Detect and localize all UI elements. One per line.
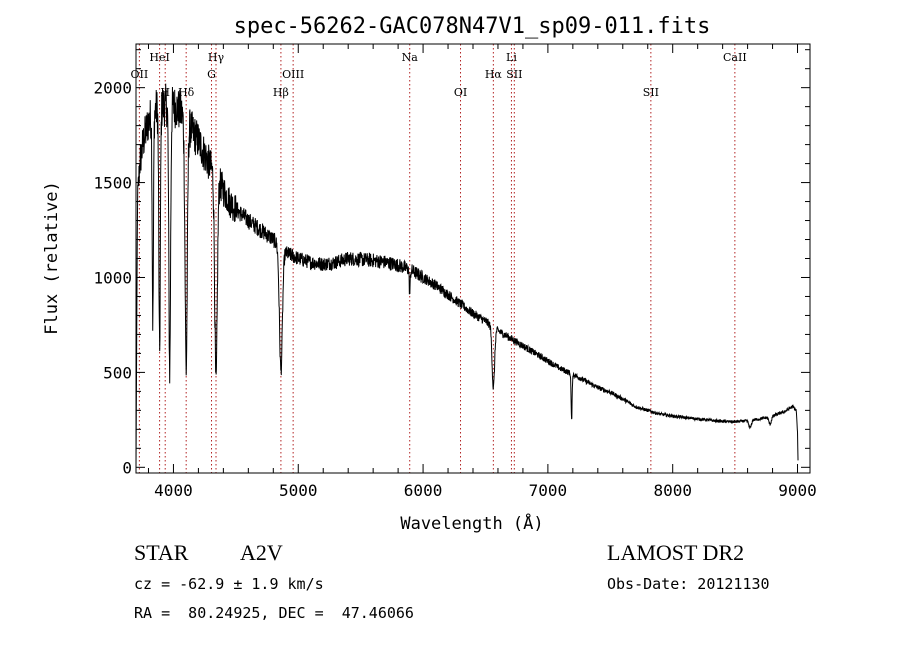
obs-date: Obs-Date: 20121130 xyxy=(607,575,770,593)
line-marker-label: Li xyxy=(506,51,517,64)
x-tick-label: 6000 xyxy=(404,481,443,500)
y-axis-label: Flux (relative) xyxy=(42,181,62,335)
line-marker-label: Hα xyxy=(485,68,503,81)
line-marker-label: OI xyxy=(454,86,467,99)
line-marker-label: OIII xyxy=(282,68,304,81)
spectrum-line xyxy=(135,83,799,468)
line-marker-label: Hδ xyxy=(178,86,195,99)
y-tick-label: 0 xyxy=(122,458,132,477)
line-marker-label: G xyxy=(207,68,216,81)
line-marker-label: Hγ xyxy=(208,51,225,64)
spectrum-layer xyxy=(135,83,799,468)
plot-frame xyxy=(135,43,811,474)
line-marker-label: HeI xyxy=(149,51,169,64)
object-type: STAR xyxy=(134,540,189,565)
x-tick-label: 4000 xyxy=(154,481,193,500)
x-tick-label: 5000 xyxy=(279,481,318,500)
coordinates: RA = 80.24925, DEC = 47.46066 xyxy=(134,604,414,622)
y-tick-label: 500 xyxy=(103,363,132,382)
x-tick-label: 9000 xyxy=(778,481,817,500)
line-marker-label: OII xyxy=(131,68,149,81)
line-marker-label: CaII xyxy=(723,51,747,64)
line-marker-label: SII xyxy=(643,86,659,99)
x-tick-label: 8000 xyxy=(653,481,692,500)
line-marker-label: Hβ xyxy=(273,86,289,99)
y-tick-label: 1000 xyxy=(93,268,132,287)
line-marker-label: Na xyxy=(402,51,419,64)
y-axis: 0 500 1000 1500 2000 xyxy=(93,49,810,477)
chart-title: spec-56262-GAC078N47V1_sp09-011.fits xyxy=(234,14,711,39)
x-axis-label: Wavelength (Å) xyxy=(400,512,543,534)
redshift-velocity: cz = -62.9 ± 1.9 km/s xyxy=(134,575,324,593)
subclass: A2V xyxy=(240,540,283,565)
x-tick-label: 7000 xyxy=(529,481,568,500)
line-marker-label: SII xyxy=(506,68,522,81)
x-axis: 4000 5000 6000 7000 8000 9000 xyxy=(147,44,817,500)
survey-name: LAMOST DR2 xyxy=(607,540,745,565)
y-tick-label: 2000 xyxy=(93,79,132,98)
y-tick-label: 1500 xyxy=(93,174,132,193)
